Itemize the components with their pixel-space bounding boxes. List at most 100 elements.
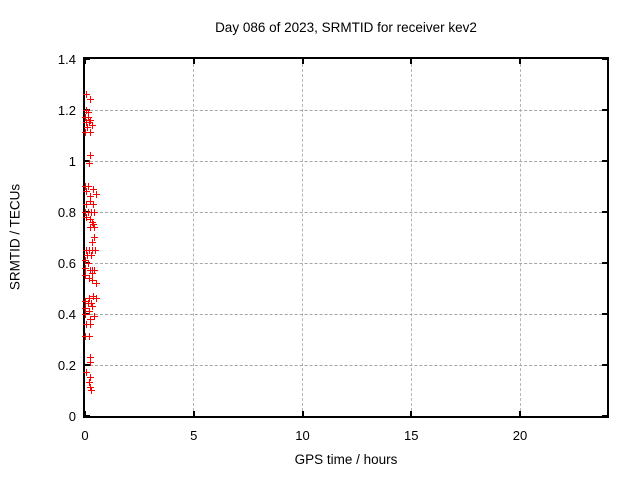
x-tick-5 [192, 411, 195, 416]
data-point [83, 119, 91, 127]
y-tick-0.8 [85, 211, 90, 213]
data-point [84, 114, 92, 122]
y-tick-label: 0.6 [57, 255, 76, 271]
data-point [88, 269, 96, 277]
x-tick-5 [192, 59, 195, 64]
data-point [86, 315, 94, 323]
data-point [88, 251, 96, 259]
data-point [89, 292, 97, 300]
gridline-y-0.8 [85, 211, 607, 213]
y-tick-label: 0.8 [57, 204, 76, 220]
gridline-x-15 [410, 59, 412, 416]
data-point [89, 302, 97, 310]
x-tick-10 [301, 411, 304, 416]
y-tick-0.6 [85, 262, 90, 264]
data-point [88, 277, 96, 285]
data-point [83, 200, 91, 208]
data-point [87, 193, 95, 201]
data-point [91, 234, 99, 241]
y-tick-label: 1 [68, 153, 76, 169]
data-point [87, 152, 95, 160]
data-point [82, 213, 90, 221]
data-point [83, 91, 91, 99]
data-point [85, 379, 93, 387]
data-point [89, 246, 97, 254]
data-point [92, 190, 100, 198]
y-tick-label: 0.4 [57, 306, 76, 322]
data-point [85, 274, 93, 282]
data-point [86, 320, 94, 328]
gridline-x-10 [302, 59, 303, 416]
data-point [90, 223, 98, 231]
y-tick-0 [85, 415, 90, 417]
data-point [89, 200, 97, 208]
x-tick-0 [84, 411, 86, 416]
gridline-y-0.6 [85, 262, 607, 264]
data-point [85, 295, 93, 303]
data-point [87, 198, 95, 206]
data-point [81, 264, 89, 272]
data-point [93, 295, 101, 303]
data-point [85, 119, 93, 127]
data-point [85, 246, 93, 254]
y-tick-0.2 [602, 364, 607, 366]
y-tick-0.4 [85, 313, 90, 315]
data-point [81, 129, 89, 137]
y-tick-1 [602, 160, 607, 162]
y-tick-label: 0.2 [57, 357, 76, 373]
x-axis-title: GPS time / hours [294, 452, 398, 467]
data-point [82, 183, 90, 190]
data-point [87, 116, 95, 124]
y-tick-1.2 [602, 109, 607, 111]
gridline-x-20 [519, 59, 521, 416]
data-point [87, 223, 95, 231]
data-point [91, 267, 99, 275]
y-tick-0.8 [602, 211, 607, 213]
data-point [82, 369, 90, 377]
data-point [84, 251, 92, 259]
data-point [82, 246, 90, 254]
y-tick-1.4 [85, 58, 90, 60]
data-point [86, 129, 94, 137]
data-point [85, 333, 93, 341]
data-point [86, 96, 94, 104]
data-point [87, 353, 95, 361]
gridline-y-0.2 [85, 364, 607, 366]
data-point [88, 300, 96, 308]
x-tick-0 [84, 59, 86, 64]
data-point [89, 267, 97, 275]
data-point [83, 124, 91, 132]
data-point [81, 305, 89, 313]
chart-title: Day 086 of 2023, SRMTID for receiver kev… [215, 20, 477, 35]
data-point [89, 221, 97, 229]
data-point [88, 387, 96, 394]
x-tick-label: 15 [404, 428, 419, 443]
data-point [88, 218, 96, 226]
data-point [88, 239, 96, 247]
data-point [91, 246, 99, 254]
y-tick-label: 0 [68, 408, 76, 424]
y-tick-0.6 [602, 262, 607, 264]
x-tick-label: 20 [512, 428, 528, 443]
x-tick-20 [519, 59, 521, 64]
data-point [89, 185, 97, 193]
gridline-x-5 [193, 59, 195, 416]
data-point [82, 320, 90, 328]
data-point [93, 279, 101, 287]
x-tick-10 [301, 59, 304, 64]
x-tick-label: 10 [295, 428, 310, 443]
data-point [83, 188, 91, 196]
data-point [85, 183, 93, 190]
x-tick-15 [410, 411, 413, 416]
gridline-y-0.4 [85, 313, 607, 315]
y-tick-label: 1.4 [57, 51, 76, 67]
data-point [81, 297, 89, 305]
gridline-y-1.2 [85, 109, 607, 111]
data-point [89, 121, 97, 129]
y-tick-0.2 [85, 364, 90, 366]
plot-area [81, 57, 609, 418]
x-tick-label: 0 [81, 428, 89, 443]
data-point [84, 300, 92, 308]
y-tick-1 [85, 160, 90, 162]
